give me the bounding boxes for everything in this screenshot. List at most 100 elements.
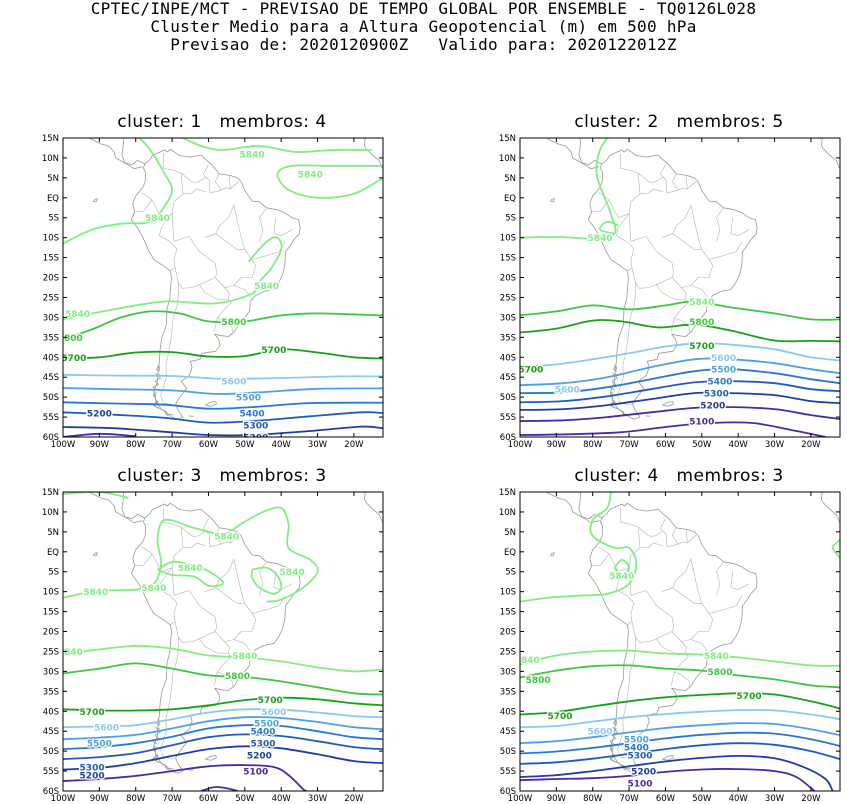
coastline-path	[363, 490, 400, 691]
contour-label: 5840	[689, 298, 714, 308]
border-path	[163, 154, 183, 194]
border-path	[671, 672, 674, 685]
lon-label: 80W	[583, 440, 603, 450]
border-path	[638, 519, 665, 537]
lat-label: 40S	[43, 707, 59, 717]
contour-label: 5100	[627, 780, 652, 790]
border-path	[141, 547, 183, 572]
header-line-3: Previsao de: 2020120900Z Valido para: 20…	[0, 36, 847, 54]
contour-label: 5800	[225, 672, 250, 682]
contour-5400	[520, 733, 840, 754]
island-outline	[94, 199, 98, 202]
border-path	[598, 547, 640, 572]
contour-5840	[833, 540, 840, 558]
lon-label: 60W	[199, 440, 219, 450]
border-path	[631, 237, 674, 289]
lat-label: 25S	[500, 293, 516, 303]
lat-label: EQ	[47, 548, 59, 558]
map-content: 5840584058405840584058005800570057005600…	[52, 130, 400, 443]
map-frame	[63, 138, 383, 437]
border-path	[672, 528, 678, 544]
border-path	[174, 591, 217, 643]
fjord-coastline	[153, 727, 161, 744]
contour-label: 5700	[261, 346, 286, 356]
lat-label: 5S	[48, 214, 59, 224]
coastline-path	[820, 490, 847, 691]
fjord-coastline	[610, 399, 625, 412]
border-path	[183, 543, 206, 548]
contour-5100	[520, 422, 826, 437]
header-line-1: CPTEC/INPE/MCT - PREVISAO DE TEMPO GLOBA…	[0, 0, 847, 18]
lat-label: 20S	[500, 274, 516, 284]
island-outline	[94, 553, 98, 556]
contour-label: 5700	[547, 712, 572, 722]
border-path	[691, 205, 713, 300]
coastlines	[509, 130, 847, 419]
border-path	[656, 278, 686, 300]
lon-label: 30W	[308, 440, 328, 450]
border-path	[640, 189, 663, 194]
contour-label: 5840	[280, 568, 305, 578]
lat-label: 5S	[48, 568, 59, 578]
contour-label: 5840	[214, 532, 239, 542]
lat-label: 35S	[43, 687, 59, 697]
lat-label: 10S	[43, 588, 59, 598]
lat-label: 5S	[505, 214, 516, 224]
lat-label: 15S	[500, 608, 516, 618]
lat-label: 25S	[43, 293, 59, 303]
contour-label: 5840	[65, 310, 90, 320]
lat-label: 15S	[43, 254, 59, 264]
coastline-path	[529, 130, 565, 135]
contour-label: 5500	[87, 740, 112, 750]
contour-label: 5100	[243, 768, 268, 778]
lat-label: 15N	[42, 488, 59, 498]
border-path	[216, 588, 245, 604]
lat-label: 25S	[43, 647, 59, 657]
lon-label: 20W	[801, 440, 821, 450]
contour-label: 5100	[689, 418, 714, 428]
lat-label: 45S	[43, 727, 59, 737]
border-path	[225, 640, 234, 642]
lat-label: 45S	[500, 373, 516, 383]
lat-label: 55S	[43, 413, 59, 423]
contour-5700	[63, 349, 383, 358]
contour-label: 5800	[689, 318, 714, 328]
contour-label: 5840	[83, 588, 108, 598]
border-path	[620, 154, 640, 194]
border-path	[671, 318, 674, 331]
contour-label: 5840	[587, 234, 612, 244]
lat-label: 25S	[500, 647, 516, 657]
border-path	[716, 208, 723, 242]
border-path	[214, 318, 217, 331]
lat-label: 10S	[500, 234, 516, 244]
island-outline	[663, 756, 674, 761]
fjord-coastline	[153, 399, 168, 412]
lat-label: 10N	[42, 508, 59, 518]
coastline-path	[529, 484, 565, 489]
contour-label: 5840	[232, 652, 257, 662]
contour-5840	[63, 646, 383, 672]
panel-3-title: cluster: 3 membros: 3	[62, 466, 382, 486]
lat-label: 10N	[499, 154, 516, 164]
contour-label: 5400	[240, 410, 265, 420]
contour-label: 5700	[518, 366, 543, 376]
contour-label: 5800	[526, 676, 551, 686]
panel-2-title: cluster: 2 membros: 5	[519, 112, 839, 132]
border-path	[181, 165, 208, 183]
lat-label: 40S	[43, 353, 59, 363]
lon-label: 20W	[344, 440, 364, 450]
contour-label: 5300	[243, 422, 268, 432]
coastlines	[509, 484, 847, 773]
border-path	[259, 208, 266, 242]
contour-label: 5200	[700, 402, 725, 412]
contour-label: 5800	[707, 668, 732, 678]
lat-label: 20S	[43, 628, 59, 638]
island-outline	[551, 553, 555, 556]
header-line-2: Cluster Medio para a Altura Geopotencial…	[0, 18, 847, 36]
contour-5400	[63, 402, 383, 408]
lat-label: 5N	[504, 174, 516, 184]
border-path	[135, 200, 152, 212]
contour-5800	[520, 665, 840, 687]
